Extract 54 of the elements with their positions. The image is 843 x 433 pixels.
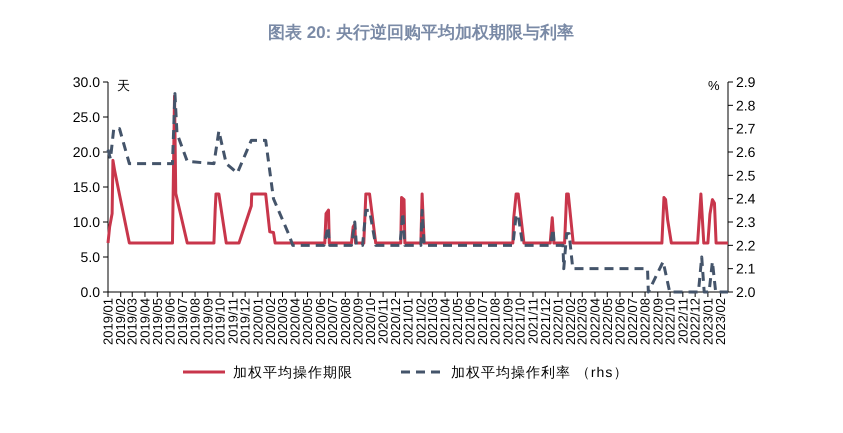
y-tick-label: 10.0 (72, 214, 100, 230)
x-tick-label: 2020/06 (312, 298, 328, 345)
y2-tick-label: 2.5 (736, 167, 756, 184)
y2-tick-label: 2.3 (736, 214, 756, 230)
y2-tick-label: 2.9 (736, 74, 756, 90)
chart-title: 图表 20: 央行逆回购平均加权期限与利率 (268, 23, 574, 42)
y2-axis-title: % (708, 78, 720, 93)
x-tick-label: 2020/01 (250, 298, 266, 345)
y2-tick-label: 2.2 (736, 237, 756, 254)
y2-tick-label: 2.6 (736, 144, 756, 160)
x-tick-label: 2019/11 (225, 298, 240, 344)
x-tick-label: 2022/08 (638, 298, 653, 345)
x-tick-label: 2022/05 (600, 298, 615, 345)
x-tick-label: 2020/07 (325, 298, 340, 345)
x-tick-label: 2021/09 (500, 298, 516, 345)
x-tick-label: 2019/08 (188, 298, 203, 345)
legend-label: 加权平均操作期限 (233, 364, 353, 380)
x-tick-label: 2023/02 (713, 298, 728, 345)
y-tick-label: 5.0 (80, 249, 100, 265)
x-tick-label: 2021/10 (512, 298, 528, 345)
x-tick-label: 2019/06 (162, 298, 178, 345)
y-axis-title: 天 (117, 78, 130, 93)
y-tick-label: 15.0 (72, 179, 100, 195)
y-tick-label: 30.0 (72, 74, 100, 90)
x-tick-label: 2019/07 (174, 298, 190, 345)
x-tick-label: 2019/09 (200, 298, 216, 345)
x-tick-label: 2022/10 (662, 298, 678, 345)
x-tick-label: 2019/05 (150, 298, 165, 345)
y-tick-label: 0.0 (80, 284, 100, 300)
x-tick-label: 2019/01 (100, 298, 116, 345)
x-tick-label: 2019/12 (238, 298, 253, 345)
x-tick-label: 2019/04 (137, 298, 152, 345)
x-tick-label: 2022/12 (688, 298, 703, 345)
x-tick-label: 2020/04 (288, 298, 303, 345)
x-tick-label: 2021/08 (488, 298, 503, 345)
y2-tick-label: 2.7 (736, 120, 756, 137)
x-tick-label: 2021/01 (400, 298, 416, 345)
x-tick-label: 2021/11 (525, 298, 540, 344)
x-tick-label: 2021/12 (538, 298, 553, 345)
x-tick-label: 2019/10 (212, 298, 228, 345)
x-tick-label: 2023/01 (700, 298, 716, 345)
x-tick-label: 2020/05 (300, 298, 316, 345)
y2-tick-label: 2.1 (736, 260, 756, 277)
y-tick-label: 25.0 (72, 109, 100, 125)
x-tick-label: 2020/08 (338, 298, 353, 345)
y2-tick-label: 2.8 (736, 97, 756, 114)
y-tick-label: 20.0 (72, 144, 100, 160)
y2-tick-label: 2.4 (736, 190, 756, 207)
x-tick-label: 2022/11 (675, 298, 690, 344)
y2-tick-label: 2.0 (736, 284, 756, 300)
x-tick-label: 2022/01 (550, 298, 566, 345)
x-tick-label: 2022/04 (587, 298, 602, 345)
x-tick-label: 2022/09 (650, 298, 666, 345)
legend-label: 加权平均操作利率 （rhs） (451, 364, 628, 380)
